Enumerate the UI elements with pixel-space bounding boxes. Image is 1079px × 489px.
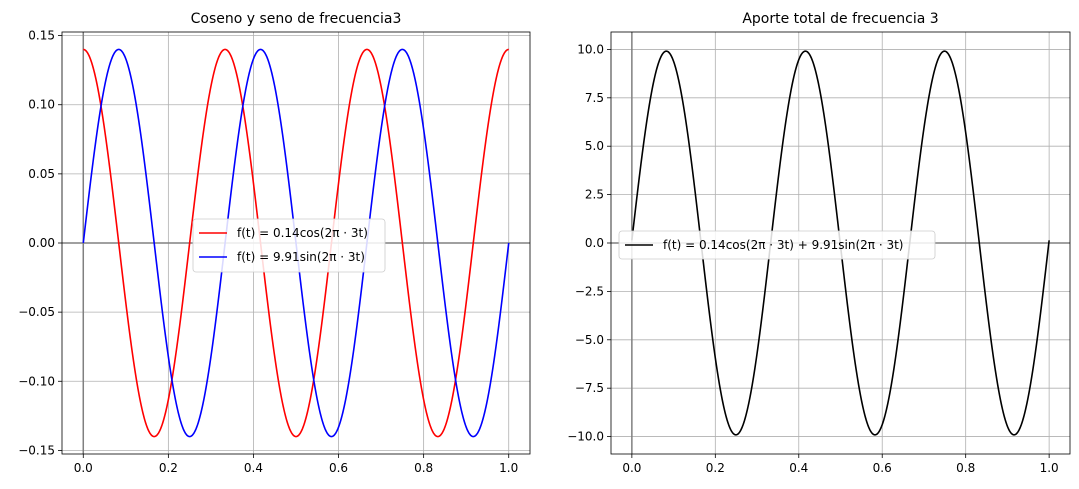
y-tick-label: 0.05 xyxy=(28,167,55,181)
x-tick-label: 0.4 xyxy=(789,461,808,475)
y-tick-label: −10.0 xyxy=(567,430,604,444)
y-tick-label: 0.0 xyxy=(585,236,604,250)
x-tick-label: 1.0 xyxy=(1040,461,1059,475)
legend-label: f(t) = 0.14cos(2π · 3t) + 9.91sin(2π · 3… xyxy=(663,238,904,252)
y-tick-label: −0.05 xyxy=(18,305,55,319)
legend-box xyxy=(618,230,936,260)
y-tick-label: 7.5 xyxy=(585,91,604,105)
legend-label: f(t) = 0.14cos(2π · 3t) xyxy=(237,226,368,240)
y-tick-label: −7.5 xyxy=(575,381,604,395)
y-tick-label: −0.10 xyxy=(18,374,55,388)
x-tick-label: 0.0 xyxy=(622,461,641,475)
legend-label: f(t) = 9.91sin(2π · 3t) xyxy=(237,250,365,264)
y-tick-label: 2.5 xyxy=(585,188,604,202)
x-tick-label: 0.2 xyxy=(159,461,178,475)
legend: f(t) = 0.14cos(2π · 3t) f(t) = 9.91sin(2π… xyxy=(192,218,386,273)
x-tick-label: 0.8 xyxy=(414,461,433,475)
chart-title: Coseno y seno de frecuencia3 xyxy=(191,11,402,27)
x-tick-label: 0.8 xyxy=(956,461,975,475)
legend-box xyxy=(192,218,386,273)
y-tick-label: 0.00 xyxy=(28,236,55,250)
legend: f(t) = 0.14cos(2π · 3t) + 9.91sin(2π · 3… xyxy=(618,230,936,260)
y-tick-label: −5.0 xyxy=(575,333,604,347)
left-chart: 0.0 0.2 0.4 0.6 0.8 1.0 −0.15 −0.10 −0.05 0.00 0.0… xyxy=(18,11,531,475)
right-chart: 0.0 0.2 0.4 0.6 0.8 1.0 −10.0 −7.5 −5.0 −2.5 0.0 2.… xyxy=(567,11,1071,475)
x-tick-label: 0.0 xyxy=(74,461,93,475)
x-tick-label: 0.6 xyxy=(873,461,892,475)
y-tick-label: 10.0 xyxy=(577,42,604,56)
x-tick-label: 0.6 xyxy=(329,461,348,475)
y-tick-label: 5.0 xyxy=(585,139,604,153)
y-tick-label: 0.15 xyxy=(28,29,55,43)
y-tick-label: −2.5 xyxy=(575,284,604,298)
x-tick-label: 1.0 xyxy=(499,461,518,475)
chart-title: Aporte total de frecuencia 3 xyxy=(742,11,938,27)
x-tick-label: 0.2 xyxy=(706,461,725,475)
x-tick-label: 0.4 xyxy=(244,461,263,475)
y-tick-label: 0.10 xyxy=(28,98,55,112)
y-tick-label: −0.15 xyxy=(18,443,55,457)
series-line-1 xyxy=(83,48,509,438)
